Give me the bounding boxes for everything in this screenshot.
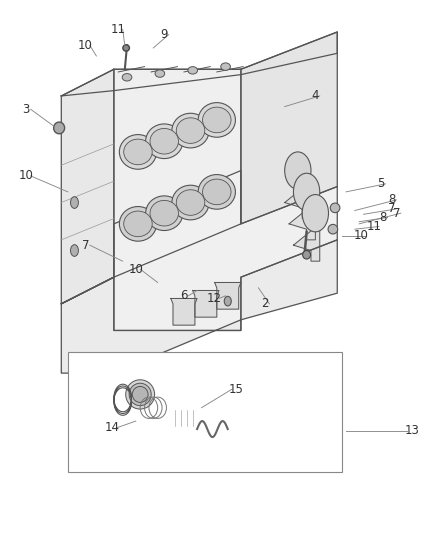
Text: 10: 10	[78, 39, 93, 52]
Ellipse shape	[198, 102, 236, 137]
Ellipse shape	[198, 175, 236, 209]
Ellipse shape	[126, 379, 155, 409]
Ellipse shape	[172, 185, 209, 220]
Text: 11: 11	[111, 23, 126, 36]
Ellipse shape	[71, 245, 78, 256]
Text: 6: 6	[180, 289, 188, 302]
Polygon shape	[193, 290, 219, 317]
Text: 13: 13	[404, 424, 419, 437]
Text: 8: 8	[380, 211, 387, 224]
Ellipse shape	[328, 224, 338, 234]
Text: 10: 10	[19, 169, 34, 182]
Ellipse shape	[123, 45, 130, 51]
Polygon shape	[61, 32, 337, 96]
Polygon shape	[293, 224, 320, 261]
Text: 11: 11	[367, 220, 382, 233]
Ellipse shape	[124, 211, 152, 237]
Polygon shape	[241, 32, 337, 224]
Text: 2: 2	[261, 297, 269, 310]
Ellipse shape	[221, 63, 230, 70]
Ellipse shape	[71, 197, 78, 208]
Text: 10: 10	[354, 229, 369, 242]
Text: 9: 9	[160, 28, 168, 41]
Ellipse shape	[285, 152, 311, 189]
Ellipse shape	[129, 383, 151, 406]
Ellipse shape	[302, 195, 328, 232]
Text: 10: 10	[128, 263, 143, 276]
Polygon shape	[289, 203, 315, 240]
Text: 4: 4	[311, 90, 319, 102]
Text: 14: 14	[104, 422, 119, 434]
Ellipse shape	[155, 70, 165, 77]
Polygon shape	[61, 69, 114, 304]
Ellipse shape	[145, 196, 183, 230]
Polygon shape	[215, 282, 241, 309]
Polygon shape	[61, 240, 337, 373]
Ellipse shape	[119, 135, 157, 169]
Ellipse shape	[122, 74, 132, 81]
Ellipse shape	[124, 139, 152, 165]
Ellipse shape	[176, 190, 205, 215]
Text: 8: 8	[389, 193, 396, 206]
Text: 12: 12	[207, 292, 222, 305]
Ellipse shape	[150, 128, 179, 154]
Text: 7: 7	[392, 207, 400, 220]
Ellipse shape	[303, 251, 311, 259]
Ellipse shape	[176, 118, 205, 143]
Text: 15: 15	[229, 383, 244, 395]
Polygon shape	[171, 408, 197, 429]
Text: 3: 3	[23, 103, 30, 116]
Text: 7: 7	[388, 203, 396, 215]
Ellipse shape	[145, 124, 183, 159]
Polygon shape	[285, 181, 311, 219]
Ellipse shape	[330, 203, 340, 213]
Polygon shape	[61, 171, 337, 330]
Ellipse shape	[202, 107, 231, 133]
Ellipse shape	[188, 67, 198, 74]
Bar	[68, 352, 342, 472]
Ellipse shape	[293, 173, 320, 211]
Ellipse shape	[150, 200, 179, 226]
Ellipse shape	[224, 296, 231, 306]
Polygon shape	[171, 298, 197, 325]
Polygon shape	[114, 69, 241, 277]
Ellipse shape	[172, 114, 209, 148]
Ellipse shape	[132, 386, 148, 402]
Ellipse shape	[53, 122, 65, 134]
Text: 5: 5	[378, 177, 385, 190]
Ellipse shape	[202, 179, 231, 205]
Ellipse shape	[119, 207, 157, 241]
Text: 7: 7	[81, 239, 89, 252]
